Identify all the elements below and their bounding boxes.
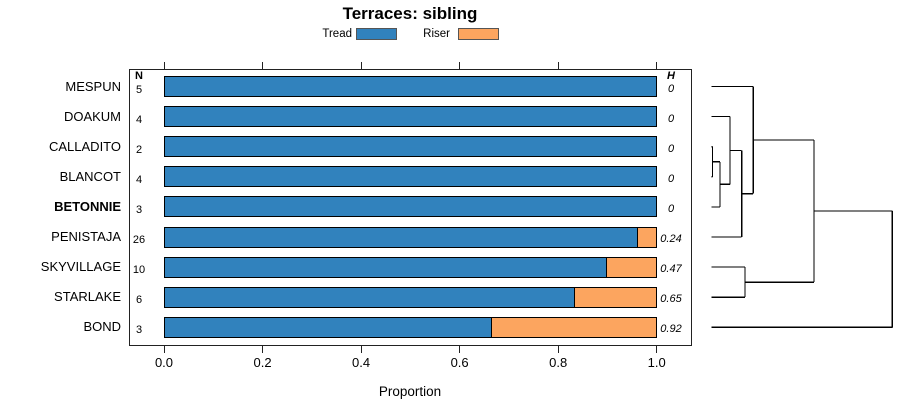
- x-tick: [163, 346, 165, 353]
- bar-tread-segment: [164, 316, 493, 338]
- x-tick: [656, 61, 658, 69]
- plot-area-border: [128, 68, 692, 346]
- h-value: 0: [667, 202, 675, 215]
- h-column-header: H: [667, 70, 675, 82]
- x-tick: [262, 346, 264, 353]
- x-tick: [360, 346, 362, 353]
- row-label: PENISTAJA: [51, 229, 121, 244]
- x-tick: [262, 61, 264, 69]
- x-tick: [360, 61, 362, 69]
- n-column-header: N: [135, 70, 143, 82]
- n-value: 26: [132, 234, 146, 246]
- bar-tread-segment: [164, 256, 608, 278]
- n-value: 5: [135, 83, 143, 96]
- h-value: 0: [667, 112, 675, 125]
- bar-tread-segment: [164, 136, 657, 158]
- h-value: 0.47: [660, 263, 682, 276]
- row-label: BLANCOT: [59, 168, 121, 184]
- bar-riser-segment: [491, 316, 657, 338]
- x-tick-label: 0.0: [154, 355, 174, 370]
- x-tick: [459, 346, 461, 353]
- n-value: 4: [135, 173, 143, 186]
- h-value: 0.24: [660, 233, 682, 245]
- x-tick: [557, 61, 559, 69]
- bar-tread-segment: [164, 196, 657, 218]
- n-value: 6: [135, 294, 143, 307]
- row-label: BOND: [83, 319, 121, 335]
- bar-tread-segment: [164, 226, 638, 248]
- legend-label-tread: Tread: [322, 28, 352, 40]
- chart-title: Terraces: sibling: [342, 4, 478, 23]
- x-tick-label: 0.6: [450, 355, 469, 370]
- legend-label-riser: Riser: [423, 28, 450, 40]
- x-tick: [459, 61, 461, 69]
- h-value: 0.92: [660, 323, 682, 336]
- row-label: MESPUN: [65, 78, 121, 94]
- h-value: 0: [667, 172, 675, 185]
- row-label: STARLAKE: [54, 289, 121, 305]
- x-tick: [656, 346, 658, 353]
- row-label: SKYVILLAGE: [40, 259, 121, 275]
- bar-riser-segment: [573, 286, 657, 308]
- n-value: 2: [135, 143, 143, 156]
- bar-riser-segment: [636, 226, 657, 248]
- x-tick-label: 0.2: [253, 355, 272, 370]
- n-value: 3: [135, 324, 143, 337]
- x-tick-label: 0.8: [549, 355, 568, 370]
- row-label: DOAKUM: [63, 108, 121, 124]
- bar-riser-segment: [606, 256, 657, 278]
- h-value: 0: [667, 82, 675, 95]
- bar-tread-segment: [164, 286, 575, 308]
- x-tick: [163, 61, 165, 69]
- x-tick-label: 1.0: [647, 355, 666, 370]
- n-value: 10: [132, 264, 146, 277]
- bar-tread-segment: [164, 106, 657, 128]
- row-label: CALLADITO: [48, 138, 121, 154]
- h-value: 0: [667, 142, 675, 155]
- x-tick-label: 0.4: [352, 355, 371, 370]
- h-value: 0.65: [660, 293, 682, 306]
- bar-tread-segment: [164, 166, 657, 188]
- x-tick: [557, 346, 559, 353]
- row-label: BETONNIE: [54, 198, 121, 214]
- legend-swatch-riser-icon: [458, 28, 499, 40]
- legend-swatch-tread-icon: [356, 28, 397, 40]
- bar-tread-segment: [164, 76, 657, 97]
- n-value: 3: [135, 203, 143, 216]
- n-value: 4: [135, 113, 143, 126]
- x-axis-label: Proportion: [378, 384, 442, 399]
